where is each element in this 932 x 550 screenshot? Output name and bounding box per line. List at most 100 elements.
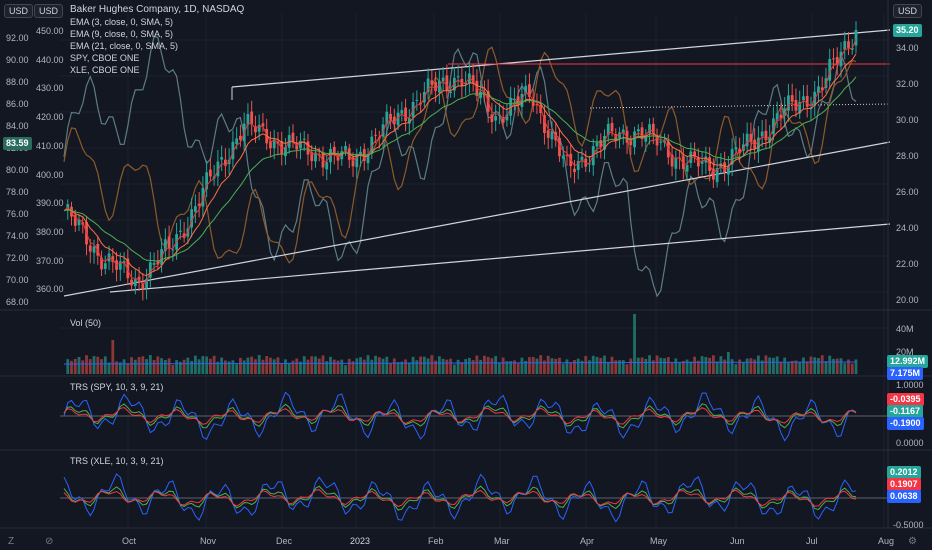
volume-bar (340, 359, 344, 374)
candle-body (850, 48, 854, 50)
trs-series (63, 406, 857, 425)
volume-bar (321, 355, 325, 374)
currency-button-right[interactable]: USD (893, 4, 923, 18)
volume-bar (396, 362, 400, 374)
right-axis-tick: 32.00 (896, 79, 919, 89)
candle-body (580, 156, 584, 162)
currency-button-left-2[interactable]: USD (34, 4, 64, 18)
volume-bar (621, 360, 625, 374)
volume-bar (783, 357, 787, 374)
volume-bar (118, 362, 122, 374)
volume-bar (190, 360, 194, 374)
currency-button-left-1[interactable]: USD (4, 4, 34, 18)
zoom-icon[interactable]: Z (8, 536, 15, 547)
volume-bar (148, 355, 152, 374)
volume-bar (655, 355, 659, 374)
volume-bar (419, 356, 422, 374)
volume-bar (817, 357, 820, 374)
candle-body (745, 133, 749, 147)
volume-bar (336, 360, 340, 374)
trs-spy-tag-1: -0.0395 (887, 393, 924, 406)
right-axis-tick: 28.00 (896, 151, 919, 161)
candle-body (490, 114, 494, 123)
candle-body (775, 113, 779, 120)
volume-bar (216, 361, 220, 374)
volume-bar (389, 363, 392, 374)
indicator-ema21-label[interactable]: EMA (21, close, 0, SMA, 5) (70, 41, 179, 51)
volume-bar (366, 355, 370, 374)
settings-icon[interactable]: ⚙ (908, 536, 917, 547)
candle-body (269, 141, 272, 149)
volume-bar (456, 359, 460, 374)
indicator-ema9-label[interactable]: EMA (9, close, 0, SMA, 5) (70, 29, 174, 39)
volume-bar (505, 361, 509, 374)
volume-bar (377, 357, 381, 374)
candle-body (261, 123, 265, 127)
candle-body (805, 95, 809, 107)
volume-bar (813, 357, 817, 374)
candle-body (325, 162, 329, 170)
volume-pane-title: Vol (50) (70, 318, 102, 328)
trs-xle-tag-1: 0.2012 (887, 466, 921, 479)
volume-bar (775, 356, 779, 374)
volume-bar (599, 357, 603, 374)
volume-bar (738, 359, 742, 374)
candle-body (224, 159, 227, 166)
candle-body (400, 110, 404, 114)
x-axis-tick: Apr (580, 536, 595, 546)
volume-bar (306, 359, 310, 374)
xle-path (63, 46, 857, 264)
candle-body (749, 133, 753, 142)
candle-body (137, 276, 141, 281)
candle-body (130, 279, 133, 286)
candle-body (314, 152, 317, 162)
volume-bar (250, 356, 254, 374)
candle-body (235, 138, 239, 145)
scale-icon[interactable]: ⊘ (45, 536, 54, 547)
candle-body (299, 140, 302, 149)
volume-bar (663, 358, 666, 374)
volume-bar (486, 356, 490, 374)
candle-body (576, 161, 580, 170)
left-outer-tick: 72.00 (6, 253, 29, 263)
right-axis-tick: 22.00 (896, 259, 919, 269)
volume-bar (111, 340, 115, 374)
volume-bar (208, 358, 212, 374)
trs-xle-tick-neg: -0.5000 (893, 520, 924, 530)
trend-lines[interactable] (63, 29, 891, 297)
candle-body (854, 30, 858, 46)
candle-body (434, 82, 438, 91)
volume-bar (584, 356, 588, 374)
candle-body (246, 114, 250, 125)
volume-bar (824, 361, 828, 374)
candle-body (205, 172, 209, 190)
volume-bar (805, 361, 809, 374)
volume-bar (441, 358, 445, 374)
candle-body (734, 147, 738, 150)
left-outer-tick: 90.00 (6, 55, 29, 65)
volume-bar (535, 358, 539, 374)
volume-bar (764, 355, 768, 374)
indicator-ema3-label[interactable]: EMA (3, close, 0, SMA, 5) (70, 17, 174, 27)
volume-bar (242, 360, 246, 374)
x-axis-tick: Feb (428, 536, 444, 546)
right-axis-tick: 24.00 (896, 223, 919, 233)
right-axis-tick: 26.00 (896, 187, 919, 197)
volume-bar (314, 356, 317, 374)
volume-bar (404, 359, 407, 374)
volume-bar (467, 357, 471, 374)
candle-body (471, 75, 475, 84)
candle-body (738, 148, 742, 154)
volume-bar (539, 355, 543, 374)
volume-bar (802, 357, 805, 374)
volume-bar (651, 360, 655, 374)
indicator-spy-label[interactable]: SPY, CBOE ONE (70, 53, 140, 63)
trs-spy-tag-3: -0.1900 (887, 417, 924, 430)
volume-bar (133, 359, 137, 374)
candle-body (407, 118, 411, 124)
indicator-xle-label[interactable]: XLE, CBOE ONE (70, 65, 140, 75)
spy-path (63, 35, 857, 298)
candle-body (389, 113, 392, 120)
candle-body (73, 214, 77, 226)
